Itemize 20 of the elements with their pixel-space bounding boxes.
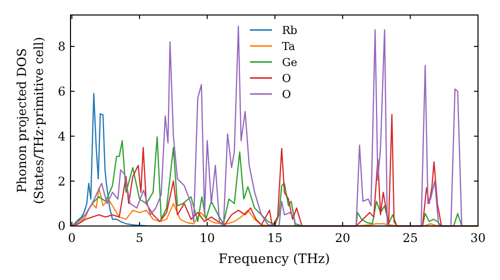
y-axis-title: Phonon projected DOS (States/THz·primitive cell): [14, 36, 46, 204]
x-tick-label: 15: [267, 231, 283, 245]
x-tick-label: 5: [136, 231, 144, 245]
legend-label: Ge: [282, 56, 298, 69]
x-tick-label: 25: [402, 231, 418, 245]
y-tick-label: 6: [58, 84, 66, 99]
x-axis-title: Frequency (THz): [218, 252, 330, 267]
y-tick-label: 2: [58, 174, 66, 188]
y-tick-label: 8: [58, 40, 66, 54]
x-tick-label: 0: [68, 231, 76, 245]
legend-label: Rb: [282, 24, 298, 37]
x-tick-label: 10: [200, 231, 215, 245]
legend-label: Ta: [282, 40, 296, 53]
legend-label: O: [282, 88, 292, 101]
y-tick-label: 4: [58, 129, 66, 144]
x-tick-label: 30: [470, 231, 486, 245]
line-series: [71, 26, 462, 227]
legend-label: O: [282, 72, 292, 85]
x-tick-label: 20: [334, 231, 350, 245]
y-tick-label: 0: [58, 219, 66, 234]
